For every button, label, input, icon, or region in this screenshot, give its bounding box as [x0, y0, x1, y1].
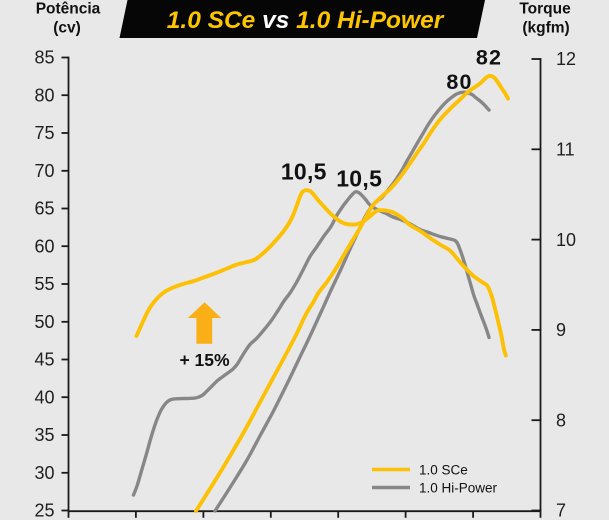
svg-text:Potência: Potência [36, 1, 101, 18]
svg-text:1.0 SCe vs 1.0 Hi-Power: 1.0 SCe vs 1.0 Hi-Power [167, 7, 445, 34]
svg-text:9: 9 [556, 320, 566, 340]
svg-text:8: 8 [556, 410, 566, 430]
svg-text:85: 85 [34, 48, 54, 68]
svg-text:+ 15%: + 15% [179, 350, 230, 370]
svg-text:80: 80 [446, 70, 472, 94]
svg-text:11: 11 [556, 140, 575, 160]
svg-text:1.0 SCe: 1.0 SCe [419, 463, 468, 478]
svg-text:10,5: 10,5 [336, 165, 382, 191]
svg-text:35: 35 [34, 425, 54, 445]
svg-text:70: 70 [34, 161, 54, 181]
svg-text:65: 65 [34, 199, 54, 219]
svg-text:10,5: 10,5 [281, 158, 327, 184]
svg-text:55: 55 [34, 274, 54, 294]
svg-text:30: 30 [34, 463, 54, 483]
svg-text:50: 50 [34, 312, 54, 332]
svg-text:(kgfm): (kgfm) [522, 20, 569, 37]
svg-text:80: 80 [34, 86, 54, 106]
svg-text:7: 7 [556, 501, 566, 520]
svg-text:Torque: Torque [519, 1, 571, 18]
svg-text:45: 45 [34, 350, 54, 370]
svg-text:25: 25 [34, 501, 54, 520]
svg-text:(cv): (cv) [53, 20, 81, 37]
svg-text:75: 75 [34, 123, 54, 143]
svg-text:60: 60 [34, 236, 54, 256]
svg-text:12: 12 [556, 49, 576, 69]
svg-text:82: 82 [476, 46, 502, 70]
svg-text:40: 40 [34, 387, 54, 407]
svg-text:10: 10 [556, 230, 576, 250]
svg-text:1.0 Hi-Power: 1.0 Hi-Power [419, 481, 498, 496]
